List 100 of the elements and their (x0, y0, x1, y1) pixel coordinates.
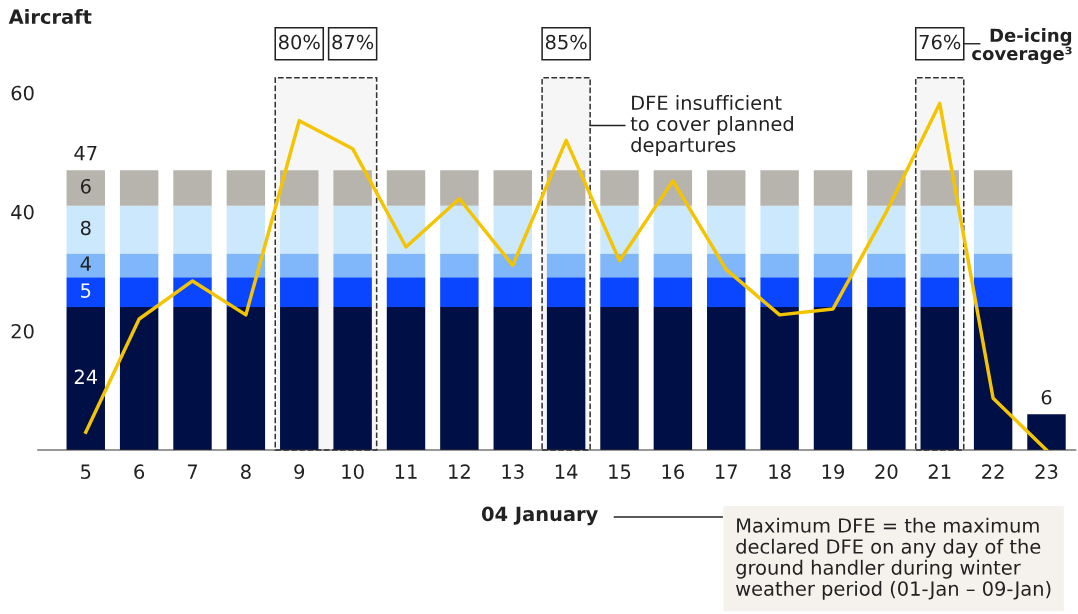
data-label: 6 (80, 178, 91, 194)
total-label: 47 (74, 145, 97, 161)
bar (280, 307, 319, 451)
bar (280, 170, 319, 206)
bar (386, 307, 426, 451)
data-label: 8 (80, 220, 91, 236)
bar (226, 205, 266, 254)
total-label: 6 (1041, 389, 1052, 405)
bar (546, 170, 586, 206)
bar (226, 170, 266, 206)
bar (973, 170, 1013, 206)
bar (600, 253, 639, 278)
bar (333, 277, 372, 308)
bar (119, 253, 159, 278)
bar (813, 253, 853, 278)
bar (66, 277, 105, 308)
x-tick-label: 8 (241, 464, 251, 479)
bar (760, 307, 799, 451)
x-tick-label: 9 (294, 464, 305, 479)
bar (546, 253, 586, 278)
y-tick-label: 20 (11, 323, 34, 339)
x-tick-label: 23 (1035, 464, 1058, 479)
bar (760, 170, 799, 206)
y-tick-label: 40 (11, 204, 34, 220)
bar (66, 307, 105, 451)
bar (707, 277, 746, 308)
bar (333, 253, 372, 278)
bar (867, 170, 906, 206)
text: 80% (278, 34, 320, 50)
bar (867, 307, 906, 451)
bar (333, 205, 372, 254)
x-tick-label: 10 (342, 464, 364, 479)
x-tick-label: 14 (555, 464, 578, 479)
text: Maximum DFE = the maximum declared DFE on any day of the ground handler during winter weather period (01-Jan – 09-Jan) (736, 517, 1051, 600)
bar (173, 205, 212, 254)
text: De-icing coverage³ (972, 28, 1072, 65)
bar (653, 205, 693, 254)
bar (813, 205, 853, 254)
bar (66, 205, 105, 254)
bar (653, 253, 693, 278)
bar (493, 277, 532, 308)
bar (653, 277, 693, 308)
bar (920, 170, 959, 206)
bar (707, 307, 746, 451)
bar (440, 205, 479, 254)
x-tick-label: 13 (502, 464, 524, 479)
bar (386, 253, 426, 278)
bar (653, 307, 693, 451)
bar (707, 205, 746, 254)
bar (920, 205, 959, 254)
bar (973, 307, 1013, 451)
x-tick-label: 11 (395, 464, 417, 479)
x-tick-label: 17 (716, 464, 737, 479)
band-label: DFE insufficient to cover planned departures (630, 95, 793, 156)
x-tick-label: 6 (134, 464, 145, 479)
bar (66, 170, 105, 206)
bar (493, 307, 532, 451)
x-tick-label: 12 (449, 464, 470, 479)
x-tick-label: 21 (928, 464, 951, 479)
bar (973, 253, 1013, 278)
bar (973, 205, 1013, 254)
x-tick-label: 19 (822, 464, 844, 479)
bar (867, 205, 906, 254)
data-label: 5 (81, 283, 91, 298)
bar (333, 307, 372, 451)
bar (173, 307, 212, 451)
bar (119, 277, 159, 308)
bar (920, 277, 959, 308)
bar (119, 307, 159, 451)
bar (440, 253, 479, 278)
text: 04 January (481, 506, 598, 526)
bar (226, 307, 266, 451)
bar (119, 170, 159, 206)
text: 85% (545, 34, 587, 50)
bar (280, 205, 319, 254)
bar (173, 170, 212, 206)
bar (280, 253, 319, 278)
bar (760, 277, 799, 308)
x-tick-label: 18 (769, 464, 791, 479)
bar (493, 170, 532, 206)
bar (1027, 414, 1066, 451)
bar (173, 253, 212, 278)
text: 87% (332, 34, 374, 50)
bar (813, 170, 853, 206)
bar (440, 277, 479, 308)
bar (386, 277, 426, 308)
bar (813, 307, 853, 451)
bar (546, 277, 586, 308)
x-tick-label: 22 (982, 464, 1004, 479)
bar (333, 170, 372, 206)
bar (440, 170, 479, 206)
y-axis-title: Aircraft (8, 9, 92, 25)
bar (920, 253, 959, 278)
bar (546, 205, 586, 254)
bar (440, 307, 479, 451)
x-tick-label: 20 (875, 464, 898, 479)
bar (920, 307, 959, 451)
bar (707, 170, 746, 206)
bar (867, 253, 906, 278)
bar (386, 170, 426, 206)
